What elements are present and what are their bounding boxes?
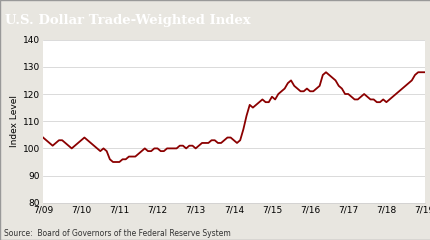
Text: U.S. Dollar Trade-Weighted Index: U.S. Dollar Trade-Weighted Index <box>5 14 250 27</box>
Text: Source:  Board of Governors of the Federal Reserve System: Source: Board of Governors of the Federa… <box>4 228 230 238</box>
Y-axis label: Index Level: Index Level <box>10 95 19 147</box>
